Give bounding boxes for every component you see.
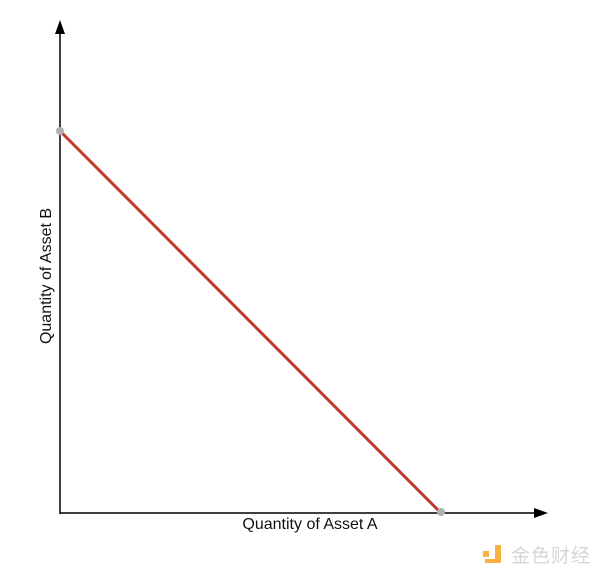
x-axis-arrow [534, 508, 548, 518]
watermark-logo-icon [483, 544, 501, 563]
endpoint-x-intercept [437, 508, 445, 516]
y-axis-label: Quantity of Asset B [38, 208, 55, 344]
watermark-text: 金色财经 [511, 545, 592, 567]
x-axis-label: Quantity of Asset A [242, 516, 378, 533]
endpoint-y-intercept [56, 127, 64, 135]
y-axis-arrow [55, 20, 65, 34]
watermark: 金色财经 [483, 541, 591, 568]
trade-off-line [58, 129, 442, 514]
